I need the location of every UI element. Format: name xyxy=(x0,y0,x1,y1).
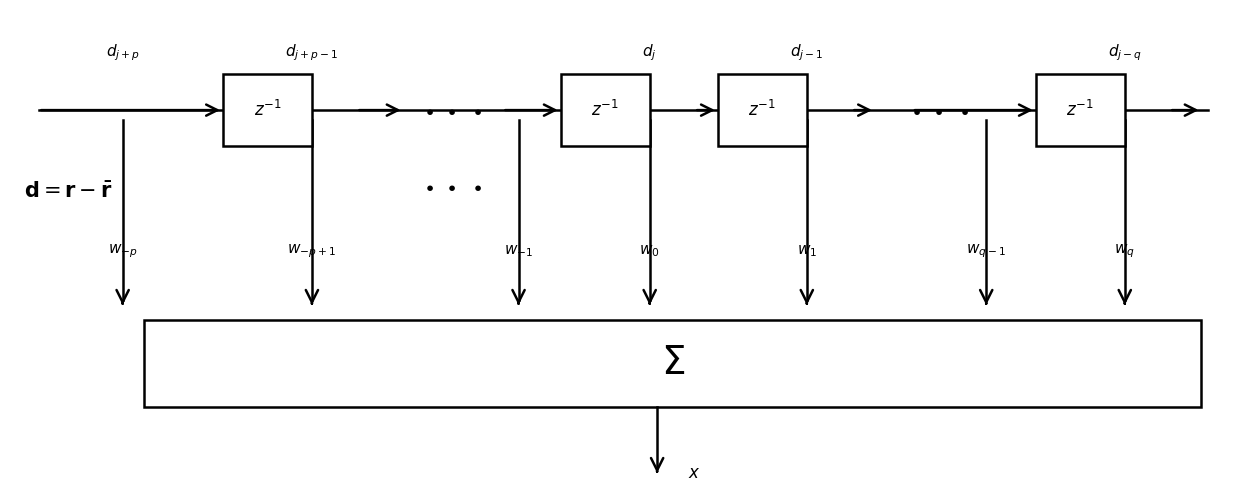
Text: $z^{-1}$: $z^{-1}$ xyxy=(253,100,281,120)
Text: $w_q$: $w_q$ xyxy=(1115,242,1135,260)
Bar xyxy=(1035,74,1125,146)
Text: $w_{-1}$: $w_{-1}$ xyxy=(503,243,533,259)
Text: $\Sigma$: $\Sigma$ xyxy=(661,344,684,382)
Bar xyxy=(223,74,312,146)
Text: $d_{j+p}$: $d_{j+p}$ xyxy=(105,43,140,63)
Text: $\mathbf{d}=\mathbf{r}-\mathbf{\bar{r}}$: $\mathbf{d}=\mathbf{r}-\mathbf{\bar{r}}$ xyxy=(24,181,113,202)
Text: $z^{-1}$: $z^{-1}$ xyxy=(749,100,776,120)
Text: $w_1$: $w_1$ xyxy=(797,243,817,259)
Text: $d_{j-1}$: $d_{j-1}$ xyxy=(790,43,823,63)
Text: $\bullet\ \bullet\ \bullet$: $\bullet\ \bullet\ \bullet$ xyxy=(423,100,482,120)
Text: $d_{j+p-1}$: $d_{j+p-1}$ xyxy=(285,43,339,63)
Text: $d_{j}$: $d_{j}$ xyxy=(642,43,657,63)
Text: $z^{-1}$: $z^{-1}$ xyxy=(591,100,619,120)
Text: $\bullet\ \bullet\ \bullet$: $\bullet\ \bullet\ \bullet$ xyxy=(909,100,968,120)
Text: $x$: $x$ xyxy=(688,464,701,483)
Text: $w_0$: $w_0$ xyxy=(640,243,660,259)
Bar xyxy=(144,320,1202,407)
Text: $z^{-1}$: $z^{-1}$ xyxy=(1066,100,1094,120)
Text: $\bullet\ \bullet\ \bullet$: $\bullet\ \bullet\ \bullet$ xyxy=(423,177,482,196)
Text: $w_{-p}$: $w_{-p}$ xyxy=(108,242,138,260)
Bar xyxy=(718,74,807,146)
Bar xyxy=(560,74,650,146)
Text: $w_{q-1}$: $w_{q-1}$ xyxy=(966,242,1006,260)
Text: $w_{-p+1}$: $w_{-p+1}$ xyxy=(288,242,336,260)
Text: $d_{j-q}$: $d_{j-q}$ xyxy=(1107,43,1142,63)
